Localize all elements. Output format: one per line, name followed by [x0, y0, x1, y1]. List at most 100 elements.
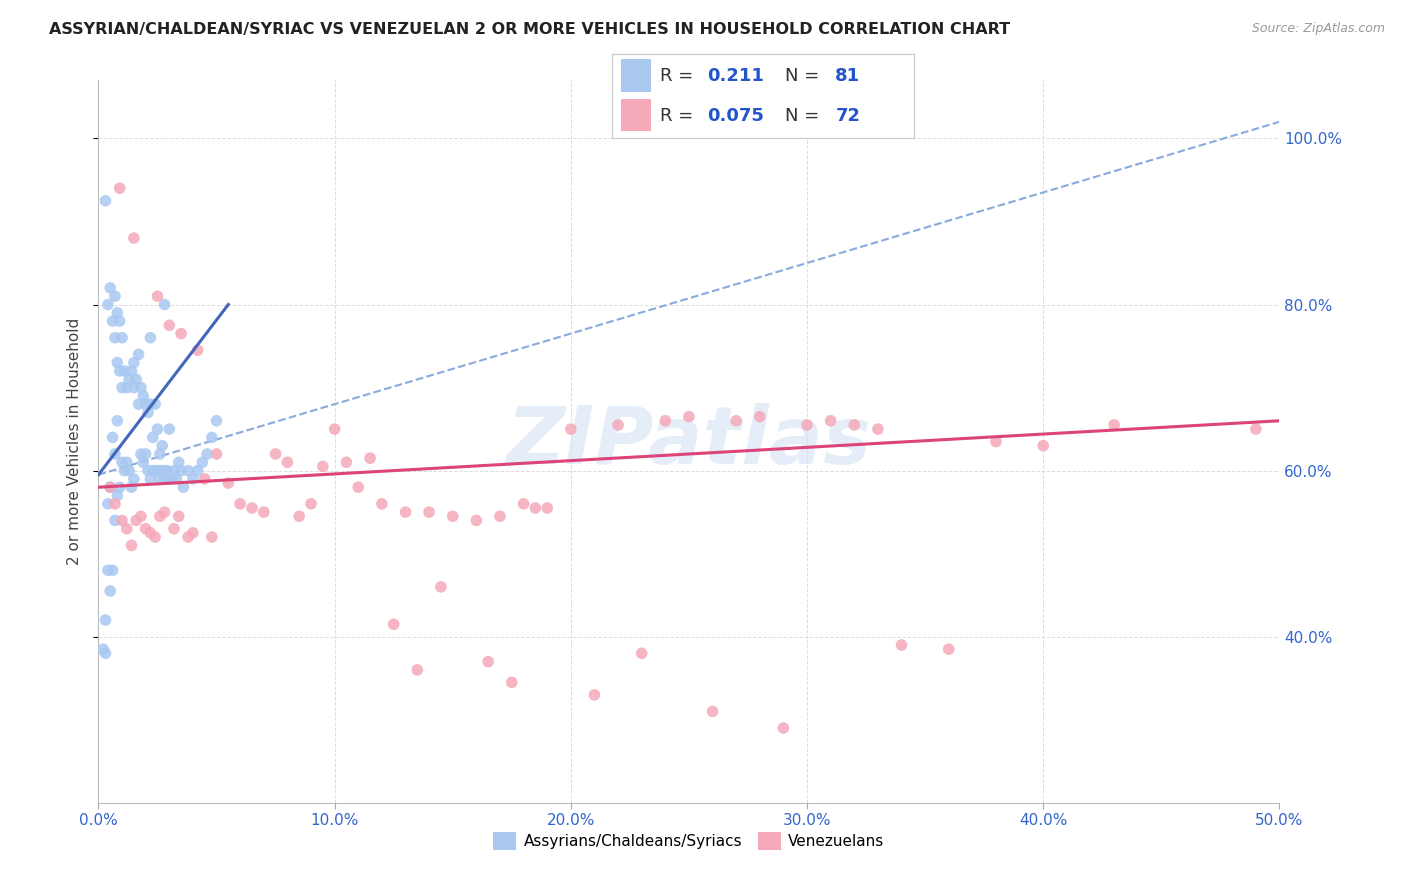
Point — [205, 414, 228, 428]
Point — [394, 505, 416, 519]
Point — [111, 380, 134, 394]
Point — [139, 525, 162, 540]
Point — [489, 509, 512, 524]
Point — [170, 326, 193, 341]
Y-axis label: 2 or more Vehicles in Household: 2 or more Vehicles in Household — [67, 318, 83, 566]
Point — [153, 505, 176, 519]
Point — [139, 472, 162, 486]
Point — [121, 480, 143, 494]
Point — [98, 480, 121, 494]
Point — [150, 464, 173, 478]
Point — [748, 409, 770, 424]
Point — [98, 584, 121, 599]
Point — [229, 497, 252, 511]
Point — [149, 472, 172, 486]
Point — [163, 522, 186, 536]
Point — [201, 430, 224, 444]
Point — [139, 397, 162, 411]
Point — [181, 525, 204, 540]
Point — [108, 480, 131, 494]
Point — [359, 451, 381, 466]
Point — [135, 522, 157, 536]
Point — [153, 472, 176, 486]
Point — [984, 434, 1007, 449]
Point — [153, 297, 176, 311]
Point — [122, 472, 145, 486]
Point — [143, 397, 166, 411]
Point — [156, 464, 179, 478]
Point — [142, 464, 165, 478]
Point — [312, 459, 335, 474]
Point — [97, 563, 120, 577]
Point — [160, 472, 183, 486]
Point — [772, 721, 794, 735]
Point — [583, 688, 606, 702]
Point — [91, 642, 114, 657]
Point — [150, 439, 173, 453]
Point — [560, 422, 582, 436]
Point — [104, 513, 127, 527]
Point — [128, 397, 150, 411]
Point — [335, 455, 357, 469]
Point — [477, 655, 499, 669]
Point — [122, 356, 145, 370]
Point — [1032, 439, 1054, 453]
Point — [167, 509, 190, 524]
Point — [288, 509, 311, 524]
Point — [121, 538, 143, 552]
Point — [201, 530, 224, 544]
Point — [501, 675, 523, 690]
Point — [253, 505, 276, 519]
Point — [866, 422, 889, 436]
Point — [94, 613, 117, 627]
Point — [111, 331, 134, 345]
Point — [129, 447, 152, 461]
Point — [98, 480, 121, 494]
Point — [820, 414, 842, 428]
Point — [195, 447, 218, 461]
Point — [104, 331, 127, 345]
Text: R =: R = — [659, 68, 699, 86]
Point — [441, 509, 464, 524]
Point — [170, 464, 193, 478]
Point — [796, 417, 818, 432]
Point — [129, 380, 152, 394]
Point — [115, 455, 138, 469]
Point — [607, 417, 630, 432]
Point — [194, 472, 217, 486]
Point — [108, 364, 131, 378]
Point — [149, 509, 172, 524]
Point — [108, 181, 131, 195]
Point — [97, 497, 120, 511]
Point — [240, 500, 263, 515]
Text: 0.211: 0.211 — [707, 68, 763, 86]
Point — [430, 580, 453, 594]
Point — [264, 447, 287, 461]
Point — [111, 513, 134, 527]
Point — [104, 289, 127, 303]
Point — [153, 464, 176, 478]
Point — [1102, 417, 1125, 432]
Point — [630, 646, 652, 660]
Legend: Assyrians/Chaldeans/Syriacs, Venezuelans: Assyrians/Chaldeans/Syriacs, Venezuelans — [488, 826, 890, 856]
Point — [142, 430, 165, 444]
Text: ZIPatlas: ZIPatlas — [506, 402, 872, 481]
Point — [135, 397, 157, 411]
Point — [844, 417, 866, 432]
Text: N =: N = — [786, 107, 825, 125]
Point — [512, 497, 534, 511]
Point — [172, 480, 194, 494]
Point — [105, 489, 128, 503]
Point — [146, 289, 169, 303]
Point — [382, 617, 405, 632]
Point — [465, 513, 488, 527]
Point — [725, 414, 748, 428]
Point — [146, 464, 169, 478]
Bar — [620, 99, 651, 131]
Point — [1244, 422, 1267, 436]
Point — [136, 405, 159, 419]
Point — [299, 497, 322, 511]
Point — [177, 464, 200, 478]
Point — [125, 372, 148, 386]
Point — [128, 347, 150, 361]
